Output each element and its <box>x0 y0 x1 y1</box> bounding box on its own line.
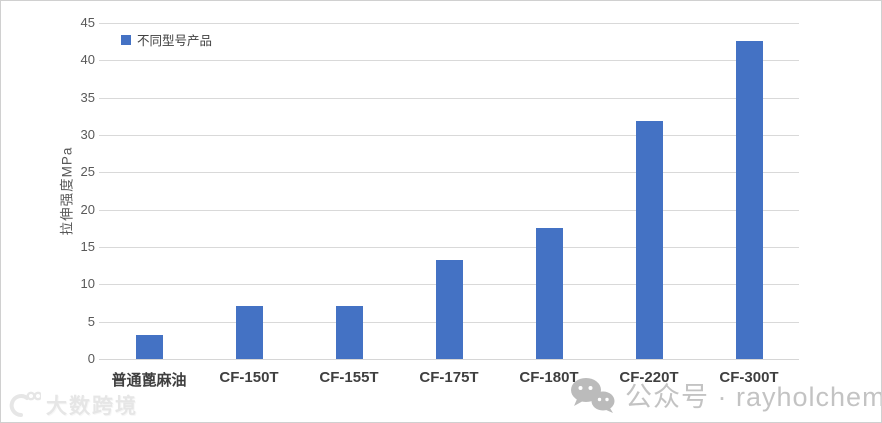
bar-CF-175T <box>435 259 463 359</box>
y-tick-label: 20 <box>80 201 95 217</box>
x-category-label: 普通蓖麻油 <box>111 372 187 389</box>
watermark-bottom-left: 大数跨境 <box>7 390 138 420</box>
gridline <box>99 97 799 99</box>
gridline <box>99 209 799 211</box>
gridline <box>99 23 799 24</box>
gridline <box>99 172 799 174</box>
x-category-label: CF-150T <box>219 369 279 386</box>
y-tick-label: 5 <box>87 313 95 329</box>
x-category-label: CF-155T <box>319 369 379 386</box>
bar-CF-220T <box>635 120 663 359</box>
y-tick-label: 35 <box>80 89 95 105</box>
gridline <box>99 247 799 248</box>
y-tick-label: 0 <box>87 351 95 366</box>
x-category-label: CF-175T <box>419 369 479 386</box>
y-tick-label: 40 <box>80 52 95 68</box>
bar-CF-180T <box>535 228 563 359</box>
plot-area <box>99 23 799 360</box>
y-tick-label: 15 <box>80 239 95 254</box>
bar-CF-150T <box>235 306 263 359</box>
bar-CF-300T <box>735 40 763 359</box>
x-category-label: CF-220T <box>619 369 679 386</box>
gridline <box>99 135 799 136</box>
x-category-label: CF-180T <box>519 369 579 386</box>
legend-label: 不同型号产品 <box>137 34 213 48</box>
y-tick-label: 30 <box>80 127 95 142</box>
bar-CF-155T <box>335 306 363 359</box>
legend-marker-square <box>121 34 131 45</box>
bar-普通蓖麻油 <box>135 335 163 359</box>
dashu-kuajing-logo-icon <box>9 391 41 417</box>
y-tick-label: 25 <box>80 164 95 180</box>
x-axis-line <box>99 359 799 360</box>
watermark-left-text: 大数跨境 <box>46 395 138 418</box>
x-category-label: CF-300T <box>719 369 779 386</box>
y-tick-label: 10 <box>80 276 95 292</box>
gridline <box>99 60 799 62</box>
y-axis-title-text: 拉伸强度MPa <box>59 146 75 236</box>
y-tick-label: 45 <box>80 15 95 30</box>
legend: 不同型号产品 <box>121 30 212 49</box>
